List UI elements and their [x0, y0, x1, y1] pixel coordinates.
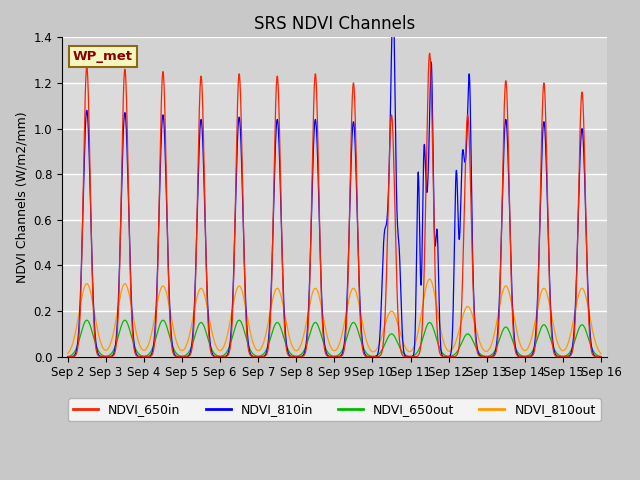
- Bar: [62, 129, 607, 174]
- Bar: [62, 83, 607, 129]
- Bar: [62, 37, 607, 83]
- Text: WP_met: WP_met: [73, 50, 133, 63]
- Bar: [62, 220, 607, 265]
- Y-axis label: NDVI Channels (W/m2/mm): NDVI Channels (W/m2/mm): [15, 111, 28, 283]
- Bar: [62, 311, 607, 357]
- Bar: [62, 174, 607, 220]
- Bar: [62, 265, 607, 311]
- Legend: NDVI_650in, NDVI_810in, NDVI_650out, NDVI_810out: NDVI_650in, NDVI_810in, NDVI_650out, NDV…: [68, 398, 600, 421]
- Title: SRS NDVI Channels: SRS NDVI Channels: [254, 15, 415, 33]
